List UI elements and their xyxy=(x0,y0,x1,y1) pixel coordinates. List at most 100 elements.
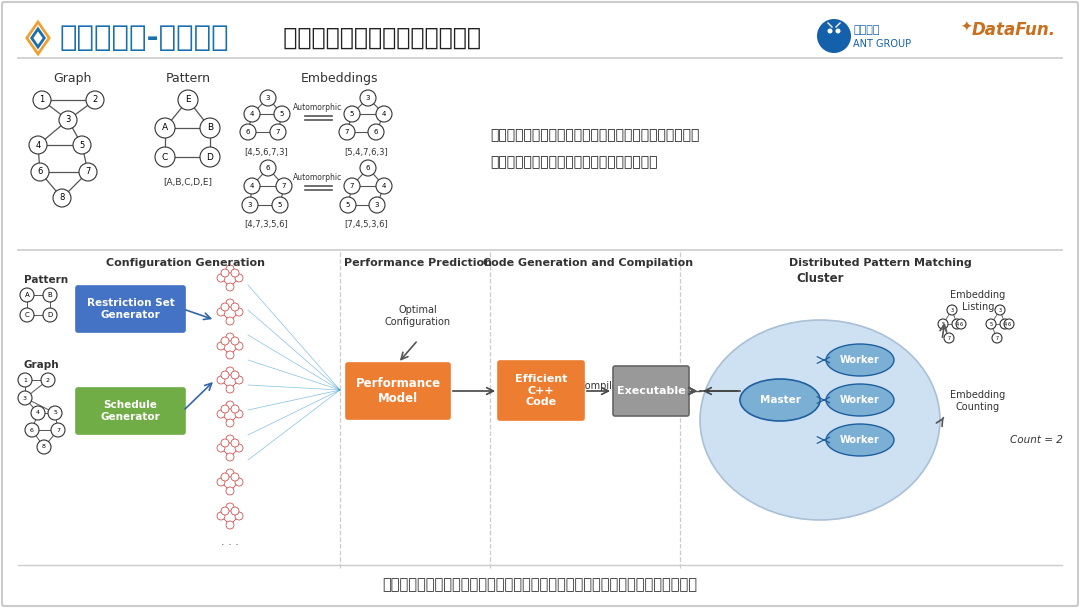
Circle shape xyxy=(226,367,234,375)
Circle shape xyxy=(156,118,175,138)
Circle shape xyxy=(217,274,225,282)
Text: 3: 3 xyxy=(950,308,954,313)
Text: 8: 8 xyxy=(42,444,46,449)
Text: Distributed Pattern Matching: Distributed Pattern Matching xyxy=(788,258,971,268)
Circle shape xyxy=(993,333,1002,343)
Circle shape xyxy=(226,351,234,359)
Circle shape xyxy=(221,473,229,481)
Circle shape xyxy=(217,376,225,384)
Circle shape xyxy=(274,106,291,122)
Circle shape xyxy=(235,274,243,282)
Circle shape xyxy=(33,91,51,109)
Circle shape xyxy=(231,507,239,515)
Circle shape xyxy=(226,487,234,495)
FancyBboxPatch shape xyxy=(613,366,689,416)
Circle shape xyxy=(369,197,384,213)
Text: 5: 5 xyxy=(79,140,84,150)
Text: · · ·: · · · xyxy=(221,540,239,550)
Text: Restriction Set
Generator: Restriction Set Generator xyxy=(86,298,174,320)
Circle shape xyxy=(242,197,258,213)
Circle shape xyxy=(345,178,360,194)
Text: 4: 4 xyxy=(249,111,254,117)
Text: 信贷图风控-子图挖掘: 信贷图风控-子图挖掘 xyxy=(60,24,230,52)
Text: 蚂蚁集团: 蚂蚁集团 xyxy=(853,25,879,35)
Text: 1: 1 xyxy=(39,95,44,105)
Circle shape xyxy=(244,106,260,122)
Circle shape xyxy=(276,178,292,194)
Text: D: D xyxy=(206,153,214,162)
Circle shape xyxy=(368,124,384,140)
Text: 7: 7 xyxy=(85,167,91,176)
Text: Worker: Worker xyxy=(840,435,880,445)
Circle shape xyxy=(956,319,966,329)
Circle shape xyxy=(31,406,45,420)
Text: 4: 4 xyxy=(36,410,40,415)
Text: 5: 5 xyxy=(53,410,57,415)
Text: 2: 2 xyxy=(46,378,50,382)
Circle shape xyxy=(226,299,234,307)
Text: [4,5,6,7,3]: [4,5,6,7,3] xyxy=(244,148,288,157)
Text: [7,4,5,3,6]: [7,4,5,3,6] xyxy=(345,220,388,229)
Circle shape xyxy=(73,136,91,154)
Text: [4,7,3,5,6]: [4,7,3,5,6] xyxy=(244,220,288,229)
Circle shape xyxy=(221,337,229,345)
Circle shape xyxy=(226,283,234,291)
Ellipse shape xyxy=(826,424,894,456)
Circle shape xyxy=(836,29,840,33)
Circle shape xyxy=(240,124,256,140)
Circle shape xyxy=(345,106,360,122)
Circle shape xyxy=(340,197,356,213)
Text: C: C xyxy=(25,312,29,318)
Circle shape xyxy=(31,163,49,181)
Circle shape xyxy=(221,405,229,413)
Text: 6: 6 xyxy=(1008,322,1011,326)
Text: 6: 6 xyxy=(959,322,962,326)
Circle shape xyxy=(272,197,288,213)
Circle shape xyxy=(53,189,71,207)
Circle shape xyxy=(221,371,229,379)
Circle shape xyxy=(231,269,239,277)
Text: C: C xyxy=(162,153,168,162)
Ellipse shape xyxy=(826,384,894,416)
Text: Configuration Generation: Configuration Generation xyxy=(106,258,265,268)
FancyBboxPatch shape xyxy=(346,363,450,419)
Text: Optimal
Configuration: Optimal Configuration xyxy=(384,305,451,326)
Circle shape xyxy=(226,265,234,273)
Ellipse shape xyxy=(700,320,940,520)
Circle shape xyxy=(226,503,234,511)
Text: 6: 6 xyxy=(38,167,43,176)
Text: B: B xyxy=(48,292,52,298)
Circle shape xyxy=(231,337,239,345)
Text: Count = 2: Count = 2 xyxy=(1010,435,1063,445)
Text: 自同构问题本质上是由于模式的对称性带来的，表现为同: 自同构问题本质上是由于模式的对称性带来的，表现为同 xyxy=(490,128,700,142)
Text: 7: 7 xyxy=(282,183,286,189)
Circle shape xyxy=(221,507,229,515)
Text: 6: 6 xyxy=(246,129,251,135)
Text: Efficient
C++
Code: Efficient C++ Code xyxy=(515,374,567,407)
Text: 6: 6 xyxy=(30,427,33,432)
Circle shape xyxy=(360,160,376,176)
Text: 3: 3 xyxy=(247,202,253,208)
Text: 7: 7 xyxy=(56,427,60,432)
Text: 5: 5 xyxy=(989,322,993,326)
Text: Cluster: Cluster xyxy=(796,272,843,285)
Circle shape xyxy=(951,319,962,329)
Text: Performance
Model: Performance Model xyxy=(355,377,441,405)
Text: 1: 1 xyxy=(23,378,27,382)
Text: Code Generation and Compilation: Code Generation and Compilation xyxy=(483,258,693,268)
Circle shape xyxy=(995,305,1005,315)
Circle shape xyxy=(226,419,234,427)
Circle shape xyxy=(270,124,286,140)
Circle shape xyxy=(79,163,97,181)
Circle shape xyxy=(217,342,225,350)
Text: 2: 2 xyxy=(93,95,97,105)
Circle shape xyxy=(221,439,229,447)
Text: 3: 3 xyxy=(998,308,1001,313)
Text: B: B xyxy=(207,123,213,133)
Text: 4: 4 xyxy=(1003,322,1007,326)
Text: E: E xyxy=(185,95,191,105)
Text: 4: 4 xyxy=(382,111,387,117)
Text: A: A xyxy=(25,292,29,298)
Circle shape xyxy=(231,439,239,447)
Circle shape xyxy=(200,147,220,167)
